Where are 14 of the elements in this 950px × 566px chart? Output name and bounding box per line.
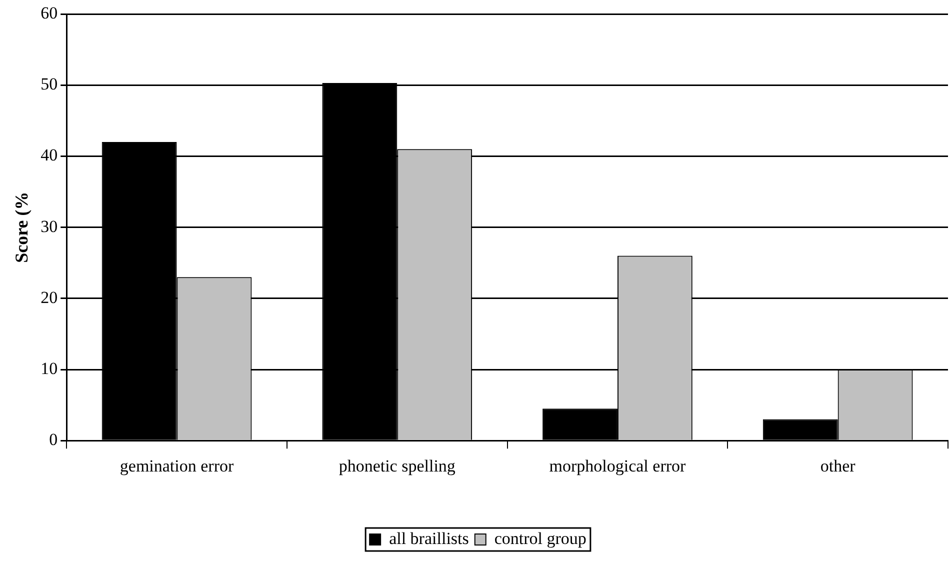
x-tick-label: phonetic spelling [338,456,456,476]
y-axis-title: Score (% [11,192,32,263]
y-tick-label: 30 [40,216,58,236]
legend-label: all braillists [389,528,469,548]
y-tick-label: 10 [40,358,58,378]
y-tick-label: 20 [40,288,58,307]
legend-label: control group [494,528,586,548]
y-tick-label: 0 [49,430,58,450]
x-tick-label: morphological error [549,456,686,476]
x-tick-label: gemination error [120,456,234,476]
y-tick-label: 60 [40,3,58,22]
y-tick-label: 40 [40,146,58,165]
y-tick-label: 50 [40,74,58,94]
x-tick-label: other [820,456,856,476]
